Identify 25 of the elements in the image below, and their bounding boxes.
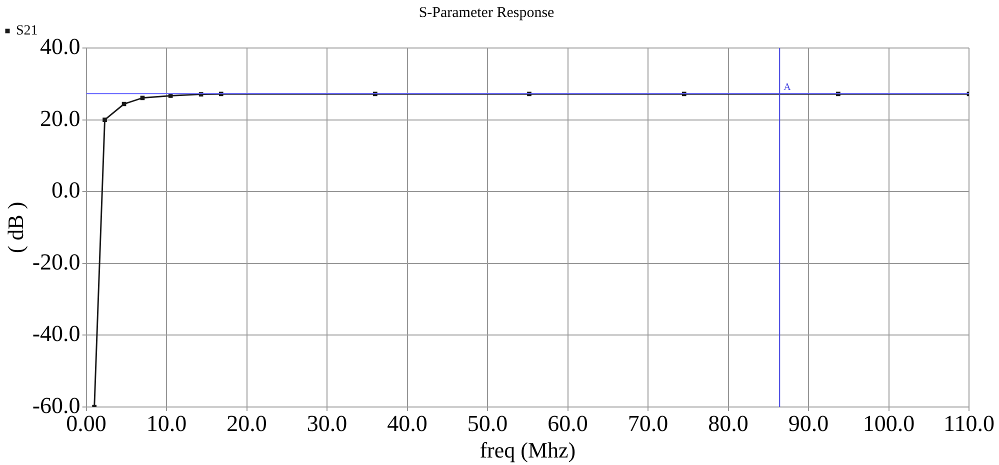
y-tick-label: -40.0 bbox=[32, 321, 80, 346]
y-tick-label: 20.0 bbox=[40, 106, 80, 131]
chart-title: S-Parameter Response bbox=[418, 4, 555, 21]
point bbox=[122, 102, 126, 106]
x-tick-label: 50.0 bbox=[467, 410, 508, 436]
point bbox=[102, 118, 107, 122]
x-axis-title: freq (Mhz) bbox=[480, 438, 576, 463]
x-tick-label: 80.0 bbox=[708, 410, 748, 436]
y-tick-label: 0.0 bbox=[52, 178, 80, 203]
y-axis-title: ( dB ) bbox=[2, 202, 28, 254]
ref-line-label: A bbox=[784, 82, 792, 94]
x-tick-label: 20.0 bbox=[226, 410, 267, 436]
x-tick-label: 40.0 bbox=[387, 410, 428, 436]
y-tick-label: -20.0 bbox=[32, 249, 80, 274]
x-tick-label: 10.0 bbox=[146, 410, 187, 436]
x-tick-label: 90.0 bbox=[788, 410, 829, 436]
x-tick-label: 30.0 bbox=[306, 410, 348, 436]
x-tick-label: 100.0 bbox=[862, 410, 915, 436]
x-tick-label: 110.0 bbox=[944, 410, 994, 436]
legend-label: S21 bbox=[16, 24, 38, 39]
point bbox=[140, 96, 145, 100]
y-tick-label: 40.0 bbox=[40, 34, 80, 60]
point bbox=[168, 94, 173, 98]
x-tick-label: 70.0 bbox=[628, 410, 668, 436]
x-tick-label: 60.0 bbox=[548, 410, 588, 436]
